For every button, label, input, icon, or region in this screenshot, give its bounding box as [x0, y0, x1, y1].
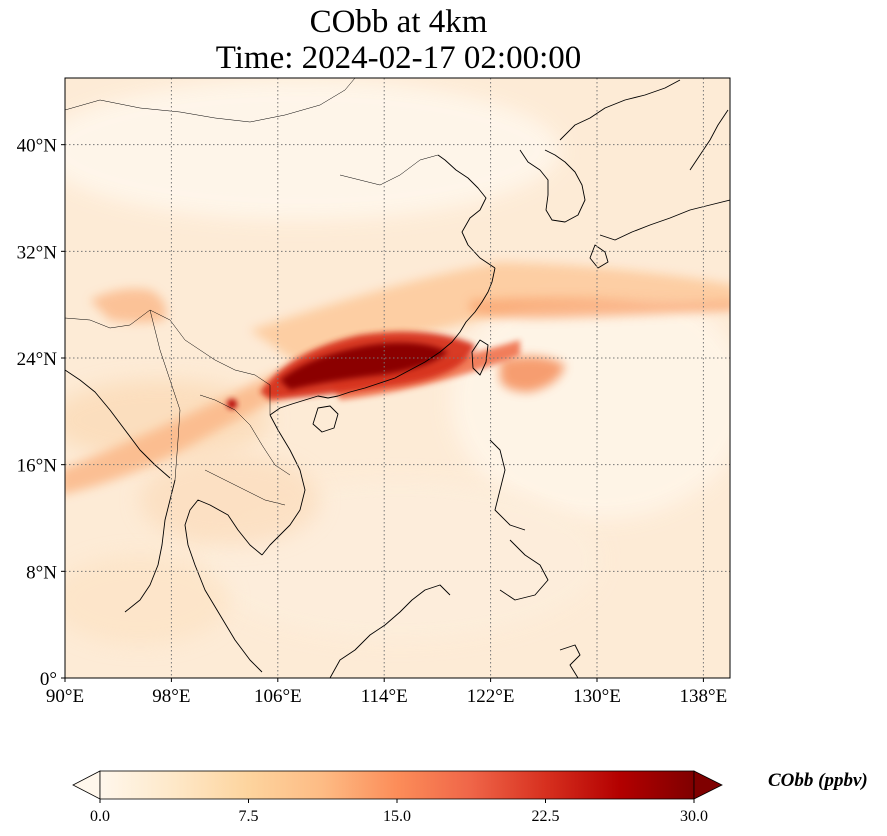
tick-marks [61, 144, 704, 682]
x-tick-label: 98°E [152, 686, 190, 707]
y-tick-label: 0° [40, 669, 57, 690]
philippines-luzon [489, 439, 526, 531]
russia-coast [559, 79, 681, 141]
bay-of-bengal [65, 369, 171, 479]
gridlines [65, 78, 730, 678]
southeast-plume-lobe [500, 356, 565, 392]
x-tick-label: 130°E [573, 686, 621, 707]
y-tick-label: 32°N [17, 242, 58, 263]
colorbar-tick-label: 7.5 [239, 808, 259, 825]
borneo [329, 584, 451, 678]
isolated-hotspot [227, 399, 237, 409]
colorbar-tick-label: 0.0 [90, 808, 110, 825]
tick-labels: 90°E 98°E 106°E 114°E 122°E 130°E 138°E 0° 8°N 16… [17, 136, 728, 707]
field-texture [65, 80, 730, 645]
colorbar-ticks: 0.0 7.5 15.0 22.5 30.0 [90, 799, 708, 825]
y-tick-label: 16°N [17, 456, 58, 477]
colorbar-tick-label: 30.0 [680, 808, 708, 825]
taiwan [471, 339, 489, 376]
y-tick-label: 24°N [17, 349, 58, 370]
indochina-coast [261, 414, 306, 556]
colorbar-extend-max [693, 770, 723, 800]
japan-islands [599, 199, 730, 241]
china-east-coast [269, 267, 496, 416]
x-tick-label: 106°E [254, 686, 302, 707]
map-frame [64, 77, 731, 679]
northwest-plume-patch [90, 288, 166, 323]
korea-peninsula [519, 149, 586, 223]
gulf-thailand [184, 499, 263, 673]
sulawesi [559, 644, 581, 678]
japan-north [689, 109, 729, 171]
colorbar-tick-label: 15.0 [383, 808, 411, 825]
philippines-south [499, 539, 549, 601]
x-tick-label: 90°E [46, 686, 84, 707]
x-tick-label: 122°E [467, 686, 515, 707]
x-tick-label: 138°E [680, 686, 728, 707]
colorbar-body [99, 770, 695, 800]
bohai-coast [437, 154, 496, 269]
y-tick-label: 8°N [26, 562, 57, 583]
colorbar-label: CObb (ppbv) [768, 770, 868, 791]
country-borders [65, 78, 439, 506]
x-tick-label: 114°E [361, 686, 408, 707]
andaman-coast [124, 479, 176, 613]
coastlines [65, 79, 730, 678]
colorbar-tick-label: 22.5 [532, 808, 560, 825]
hainan [312, 405, 339, 433]
title-line-1: CObb at 4km [309, 4, 488, 40]
eastward-plume-inner [470, 297, 730, 319]
y-tick-label: 40°N [17, 136, 58, 157]
main-plume-core [280, 342, 448, 390]
colorbar-extend-min [72, 770, 101, 800]
japan-kyushu [589, 244, 609, 269]
title-line-2: Time: 2024-02-17 02:00:00 [215, 40, 582, 76]
chart-title: CObb at 4km Time: 2024-02-17 02:00:00 [0, 4, 797, 76]
map-area [65, 78, 730, 678]
